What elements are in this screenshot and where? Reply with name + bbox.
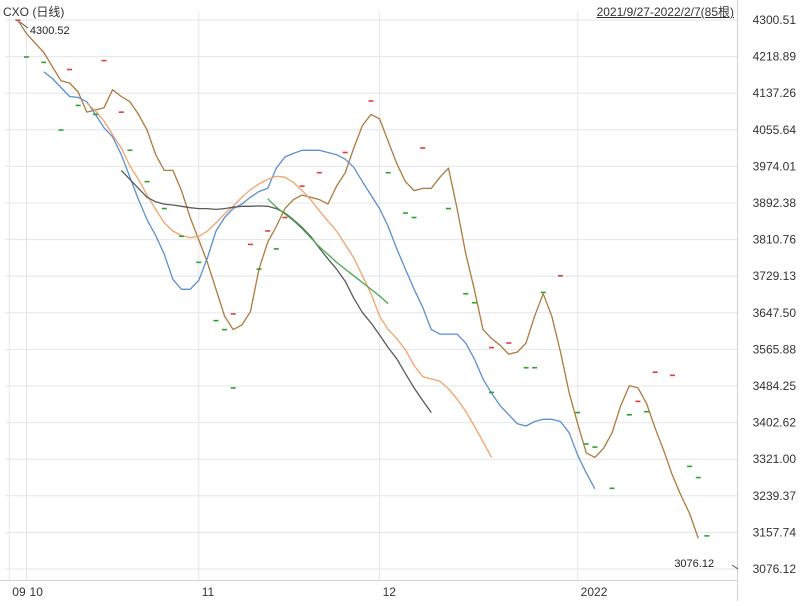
annotation-leader — [731, 564, 739, 570]
up-marker — [420, 147, 426, 149]
y-tick-label: 3810.76 — [753, 233, 797, 247]
series-line — [17, 19, 699, 539]
up-marker — [299, 185, 305, 187]
down-marker — [24, 56, 30, 58]
down-marker — [222, 328, 228, 331]
series-line — [120, 169, 432, 413]
down-marker — [41, 61, 47, 64]
chart-title: CXO (日线) — [3, 5, 65, 19]
down-marker — [92, 113, 98, 116]
down-marker — [256, 268, 262, 270]
up-marker — [557, 275, 563, 277]
down-marker — [704, 535, 710, 537]
up-marker — [669, 374, 675, 377]
down-marker — [463, 292, 469, 295]
up-marker — [368, 100, 374, 102]
down-marker — [273, 248, 279, 250]
y-axis: 4300.51 4218.89 4137.26 4055.64 3974.01 3892.… — [753, 13, 797, 576]
up-marker — [342, 151, 348, 154]
down-marker — [446, 207, 452, 210]
annotation-leader — [19, 21, 29, 29]
down-marker — [626, 414, 632, 416]
y-tick-label: 3565.88 — [753, 342, 797, 356]
down-marker — [144, 180, 150, 183]
y-tick-label: 4137.26 — [753, 86, 797, 100]
down-marker — [58, 129, 64, 131]
down-marker — [230, 387, 236, 389]
x-axis: 09 10 11 12 2022 — [12, 585, 607, 599]
price-markers — [15, 19, 710, 537]
up-marker — [652, 371, 658, 374]
up-marker — [230, 313, 236, 315]
y-tick-label: 4300.51 — [753, 13, 797, 27]
up-marker — [506, 342, 512, 344]
x-tick-label: 2022 — [581, 585, 608, 599]
up-marker — [247, 243, 253, 246]
up-marker — [316, 171, 322, 174]
series-line — [267, 198, 389, 305]
down-marker — [385, 171, 391, 174]
min-price-label: 3076.12 — [674, 558, 714, 570]
down-marker — [213, 319, 219, 322]
down-marker — [402, 212, 408, 214]
up-marker — [67, 68, 73, 71]
up-marker — [635, 400, 641, 403]
down-marker — [592, 446, 598, 448]
down-marker — [583, 443, 589, 445]
x-tick-label: 09 — [12, 585, 26, 599]
max-price-label: 4300.52 — [30, 25, 70, 37]
down-marker — [575, 411, 581, 414]
down-marker — [161, 207, 167, 210]
y-tick-label: 3892.38 — [753, 196, 797, 210]
down-marker — [609, 487, 615, 490]
up-marker — [15, 19, 21, 22]
x-tick-label: 11 — [202, 585, 215, 599]
annotations: 4300.52 3076.12 — [19, 21, 739, 570]
up-marker — [265, 230, 271, 232]
down-marker — [644, 410, 650, 413]
up-marker — [101, 59, 107, 62]
y-tick-label: 3647.50 — [753, 306, 797, 320]
axis-frame — [0, 0, 738, 601]
grid — [5, 12, 737, 580]
down-marker — [411, 216, 417, 219]
series-line — [86, 102, 493, 458]
x-tick-label: 10 — [30, 585, 44, 599]
x-tick-label: 12 — [383, 585, 397, 599]
down-marker — [523, 366, 529, 369]
down-marker — [75, 104, 81, 107]
y-tick-label: 3076.12 — [753, 562, 797, 576]
y-tick-label: 3321.00 — [753, 452, 797, 466]
y-tick-label: 4055.64 — [753, 123, 797, 137]
series-line — [43, 71, 596, 490]
y-tick-label: 3157.74 — [753, 525, 797, 539]
y-tick-label: 3729.13 — [753, 269, 797, 283]
down-marker — [695, 476, 701, 479]
y-tick-label: 4218.89 — [753, 50, 797, 64]
up-marker — [118, 111, 124, 113]
up-marker — [282, 216, 288, 219]
y-tick-label: 3484.25 — [753, 379, 797, 393]
y-tick-label: 3974.01 — [753, 159, 797, 173]
down-marker — [127, 149, 133, 152]
down-marker — [471, 301, 477, 304]
date-range-label[interactable]: 2021/9/27-2022/2/7(85根) — [596, 5, 734, 19]
down-marker — [196, 261, 202, 264]
down-marker — [540, 291, 546, 294]
up-marker — [489, 346, 495, 349]
y-tick-label: 3239.37 — [753, 489, 797, 503]
series-lines — [17, 19, 699, 539]
down-marker — [687, 465, 693, 468]
down-marker — [532, 366, 538, 369]
down-marker — [489, 391, 495, 394]
down-marker — [179, 235, 185, 238]
y-tick-label: 3402.62 — [753, 416, 797, 430]
